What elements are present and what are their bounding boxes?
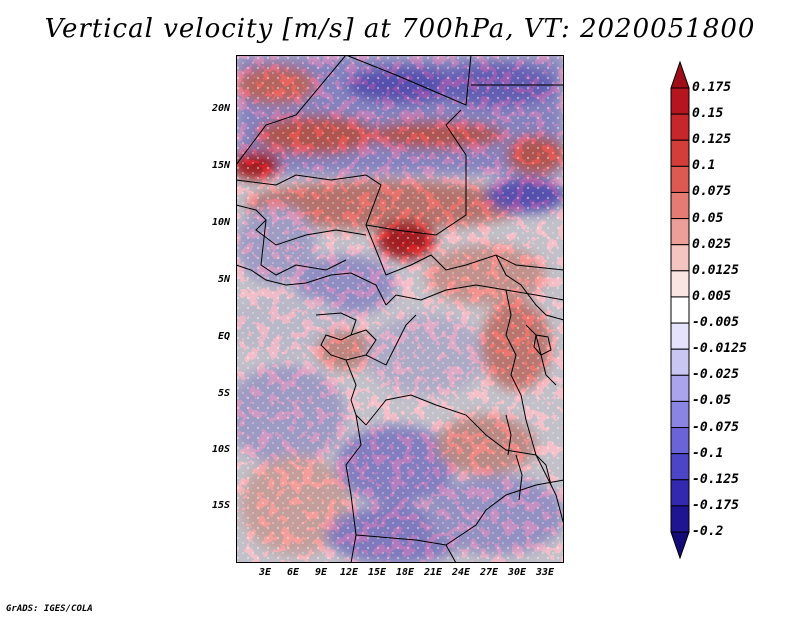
x-tick-label: 30E bbox=[507, 567, 527, 578]
y-tick-label: 15N bbox=[211, 160, 230, 171]
country-borders bbox=[236, 55, 564, 563]
y-tick-label: EQ bbox=[217, 331, 230, 342]
x-tick-label: 21E bbox=[423, 567, 443, 578]
credit-text: GrADS: IGES/COLA bbox=[6, 604, 93, 614]
colorbar-swatch bbox=[670, 348, 690, 376]
colorbar-swatch bbox=[670, 453, 690, 481]
colorbar-label: 0.15 bbox=[692, 106, 724, 122]
y-tick-label: 10S bbox=[211, 444, 230, 455]
colorbar-label: 0.175 bbox=[692, 80, 732, 95]
colorbar-label: 0.005 bbox=[692, 288, 732, 304]
lakes bbox=[505, 334, 552, 501]
chart-title: Vertical velocity [m/s] at 700hPa, VT: 2… bbox=[44, 14, 756, 44]
y-tick-label: 5N bbox=[217, 274, 230, 285]
y-tick-label: 5S bbox=[217, 388, 230, 399]
colorbar-bottom-arrow bbox=[670, 531, 690, 560]
x-tick-label: 3E bbox=[258, 567, 272, 578]
x-tick-label: 6E bbox=[286, 567, 300, 578]
colorbar-swatch bbox=[670, 244, 690, 272]
map-plot-area bbox=[236, 55, 564, 563]
colorbar-label: -0.025 bbox=[692, 367, 739, 383]
colorbar-swatch bbox=[670, 296, 690, 324]
colorbar-swatch bbox=[670, 165, 690, 193]
colorbar-swatch bbox=[670, 270, 690, 298]
x-tick-label: 18E bbox=[395, 567, 415, 578]
colorbar-swatch bbox=[670, 87, 690, 115]
colorbar-top-arrow bbox=[670, 60, 690, 89]
x-tick-label: 24E bbox=[451, 567, 471, 578]
x-tick-label: 12E bbox=[339, 567, 359, 578]
colorbar-label: 0.125 bbox=[692, 132, 732, 148]
colorbar-label: -0.05 bbox=[692, 393, 732, 409]
colorbar-swatch bbox=[670, 505, 690, 533]
x-tick-label: 27E bbox=[479, 567, 499, 578]
x-tick-label: 9E bbox=[314, 567, 328, 578]
colorbar-swatch bbox=[670, 374, 690, 402]
colorbar-label: -0.125 bbox=[692, 471, 739, 487]
colorbar-swatch bbox=[670, 427, 690, 455]
colorbar-label: -0.2 bbox=[692, 524, 724, 539]
colorbar bbox=[670, 60, 690, 560]
colorbar-label: -0.005 bbox=[692, 315, 739, 331]
x-tick-label: 33E bbox=[535, 567, 555, 578]
colorbar-label: 0.05 bbox=[692, 210, 724, 226]
colorbar-swatch bbox=[670, 322, 690, 350]
colorbar-swatch bbox=[670, 479, 690, 507]
y-tick-label: 15S bbox=[211, 500, 230, 511]
y-tick-label: 20N bbox=[211, 103, 230, 114]
colorbar-label: 0.025 bbox=[692, 236, 732, 252]
colorbar-label: -0.175 bbox=[692, 497, 739, 513]
colorbar-label: -0.075 bbox=[692, 419, 739, 435]
colorbar-label: -0.1 bbox=[692, 445, 724, 461]
colorbar-swatch bbox=[670, 113, 690, 141]
colorbar-swatch bbox=[670, 191, 690, 220]
colorbar-label: 0.1 bbox=[692, 158, 716, 174]
colorbar-label: 0.0125 bbox=[692, 262, 739, 278]
x-tick-label: 15E bbox=[367, 567, 387, 578]
colorbar-swatch bbox=[670, 400, 690, 429]
colorbar-swatch bbox=[670, 139, 690, 167]
colorbar-label: -0.0125 bbox=[692, 341, 747, 357]
colorbar-swatch bbox=[670, 218, 690, 246]
colorbar-label: 0.075 bbox=[692, 184, 732, 200]
y-tick-label: 10N bbox=[211, 217, 230, 228]
